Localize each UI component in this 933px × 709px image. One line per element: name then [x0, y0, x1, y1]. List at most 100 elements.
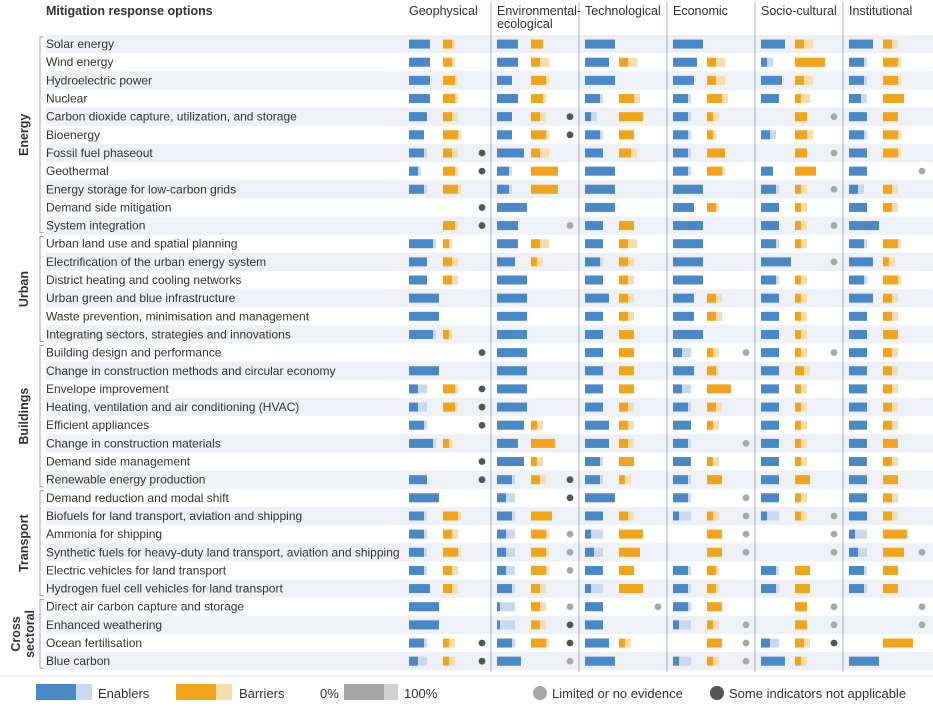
barrier-bar [443, 239, 449, 249]
enabler-bar [673, 239, 703, 249]
enabler-bar [761, 584, 776, 594]
barrier-bar [619, 148, 631, 158]
row-band [46, 652, 933, 671]
enabler-bar [761, 57, 767, 67]
enabler-bar [497, 184, 509, 194]
limited-evidence-dot [742, 657, 750, 665]
row-label-synthetic-fuels-for-heavy-duty-land-transport-aviation-and-shipping: Synthetic fuels for heavy-duty land tran… [46, 545, 400, 559]
group-labels: Energy Urban Buildings Transport Crosssector… [9, 36, 44, 669]
matrix-cells [409, 39, 926, 666]
barrier-bar [619, 293, 628, 303]
barrier-bar [619, 457, 634, 467]
limited-evidence-dot [830, 222, 838, 229]
barrier-bar [443, 112, 452, 122]
barrier-bar [619, 275, 628, 285]
barrier-bar [883, 275, 898, 285]
enabler-bar [497, 329, 527, 339]
not-applicable-dot [478, 639, 486, 647]
column-header-environmental-ecological: Environmental-ecological [497, 4, 581, 31]
enabler-bar [673, 202, 694, 212]
enabler-bar [497, 366, 527, 376]
enabler-bar [761, 39, 785, 49]
limited-evidence-dot [566, 548, 574, 556]
barrier-bar [795, 311, 801, 321]
enabler-bar [673, 366, 694, 376]
enabler-bar [585, 130, 600, 140]
enabler-bar [761, 166, 773, 176]
barrier-bar [883, 529, 907, 539]
group-label-buildings: Buildings [17, 388, 31, 445]
legend-barriers-label: Barriers [239, 686, 285, 701]
barrier-bar [795, 384, 801, 394]
barrier-bar [443, 148, 452, 158]
group-label-cross-sectoral: Crosssectoral [9, 610, 37, 658]
enabler-bar [849, 184, 858, 194]
barrier-bar [443, 39, 452, 49]
limited-evidence-dot [742, 349, 750, 357]
limited-evidence-dot [918, 548, 926, 556]
enabler-bar [849, 529, 855, 539]
enabler-bar [409, 239, 433, 249]
legend-gray-swatch [344, 684, 384, 700]
barrier-bar [619, 257, 628, 267]
barrier-bar [443, 402, 455, 412]
limited-evidence-dot [830, 113, 838, 121]
barrier-bar [619, 112, 643, 122]
enabler-bar [409, 148, 424, 158]
enabler-bar [849, 402, 867, 412]
enabler-bar [497, 257, 515, 267]
limited-evidence-dot [566, 567, 574, 574]
limited-evidence-dot [566, 657, 574, 665]
enabler-bar [849, 311, 867, 321]
not-applicable-dot [478, 167, 486, 175]
limited-evidence-dot [918, 603, 926, 611]
legend-enabler-light-swatch [76, 684, 92, 700]
enabler-bar [409, 75, 430, 85]
limited-evidence-dot [566, 603, 574, 611]
barrier-bar [619, 438, 628, 448]
limited-evidence-dot [830, 530, 838, 538]
chart-title: Mitigation response options [46, 4, 213, 18]
limited-evidence-dot [742, 494, 750, 502]
barrier-bar [795, 402, 801, 412]
barrier-bar [707, 457, 713, 467]
enabler-bar [409, 638, 424, 648]
not-applicable-dot [566, 113, 574, 121]
limited-evidence-dot [654, 603, 662, 611]
barrier-bar [619, 94, 634, 104]
enabler-bar [497, 565, 506, 575]
barrier-bar [883, 202, 892, 212]
barrier-bar [443, 565, 452, 575]
enabler-bar [761, 366, 779, 376]
barrier-bar [883, 475, 898, 485]
barrier-bar [795, 202, 801, 212]
row-label-ocean-fertilisation: Ocean fertilisation [46, 636, 142, 650]
enabler-bar [849, 257, 873, 267]
enabler-bar [409, 384, 418, 394]
barrier-bar [707, 402, 716, 412]
enabler-bar [849, 547, 858, 557]
enabler-bar [585, 184, 615, 194]
row-label-energy-storage-for-low-carbon-grids: Energy storage for low-carbon grids [46, 182, 236, 196]
row-label-integrating-sectors-strategies-and-innovations: Integrating sectors, strategies and inno… [46, 327, 291, 341]
enabler-bar [673, 184, 703, 194]
barrier-bar [443, 57, 452, 67]
enabler-bar [849, 329, 867, 339]
not-applicable-dot [566, 494, 574, 502]
barrier-bar [707, 148, 725, 158]
enabler-bar [761, 311, 779, 321]
barrier-bar [619, 311, 628, 321]
barrier-bar [619, 584, 643, 594]
not-applicable-dot [566, 131, 574, 139]
enabler-bar [409, 57, 430, 67]
row-label-district-heating-and-cooling-networks: District heating and cooling networks [46, 273, 241, 287]
enabler-bar [409, 620, 439, 630]
column-header-technological: Technological [585, 4, 661, 18]
row-bands [46, 35, 933, 671]
barrier-bar [795, 57, 825, 67]
barrier-bar [531, 420, 537, 430]
enabler-bar [409, 275, 427, 285]
barrier-bar [707, 166, 722, 176]
limited-evidence-dot [830, 185, 838, 193]
